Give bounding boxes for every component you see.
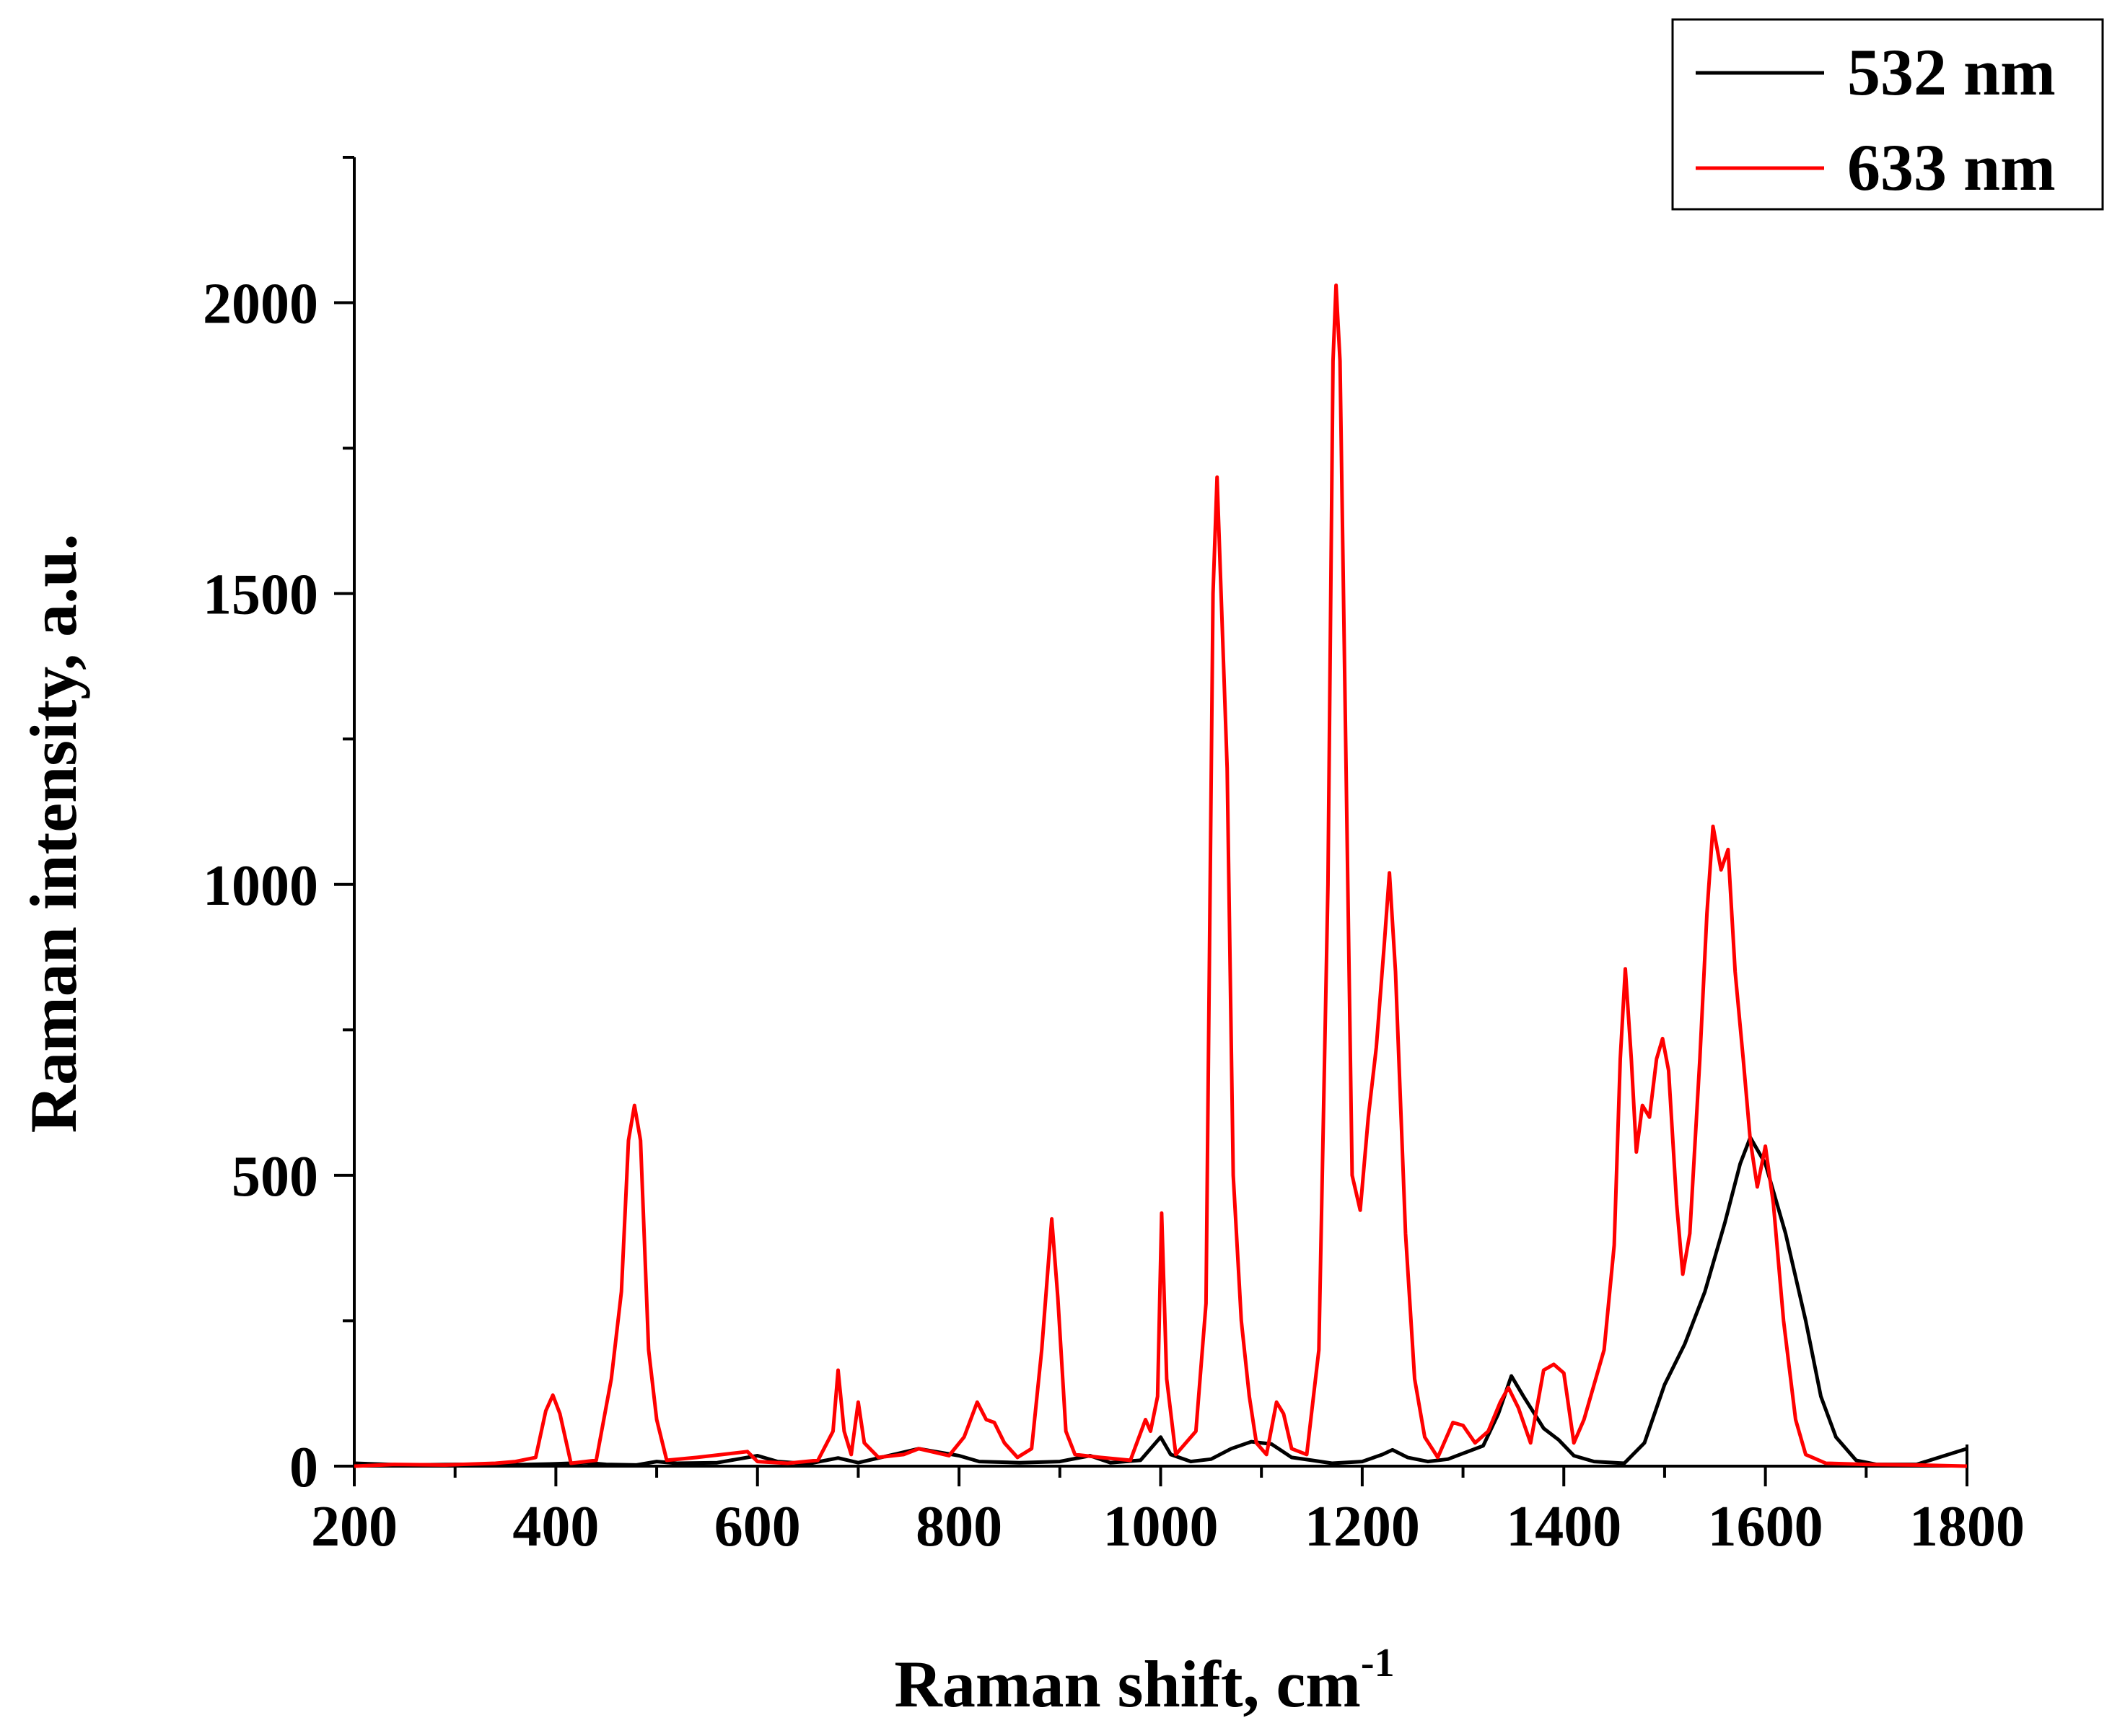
x-tick-label: 1600 — [1708, 1495, 1823, 1559]
y-axis-title: Raman intensity, a.u. — [17, 534, 90, 1134]
y-tick-label: 500 — [232, 1145, 318, 1209]
y-tick-label: 1500 — [203, 564, 318, 627]
x-tick-label: 1400 — [1506, 1495, 1621, 1559]
legend-box — [1671, 18, 2104, 211]
y-tick-label: 0 — [289, 1436, 318, 1499]
y-tick-label: 1000 — [203, 854, 318, 918]
x-tick-label: 800 — [916, 1495, 1002, 1559]
x-axis-title: Raman shift, cm-1 — [894, 1641, 1394, 1721]
y-tick-label: 2000 — [203, 273, 318, 336]
series-line-532nm — [354, 1136, 1968, 1467]
legend: 532 nm 633 nm — [1671, 18, 2104, 211]
series-line-633nm — [354, 283, 1968, 1468]
axes: 200 400 600 800 1000 1200 1400 1600 1800 0 500 1000… — [203, 156, 2025, 1559]
x-tick-label: 600 — [714, 1495, 801, 1559]
x-tick-label: 1000 — [1103, 1495, 1219, 1559]
x-tick-label: 200 — [311, 1495, 398, 1559]
legend-label-532nm: 532 nm — [1847, 35, 2056, 109]
x-tick-label: 1200 — [1305, 1495, 1420, 1559]
x-tick-label: 400 — [512, 1495, 599, 1559]
series-group — [354, 283, 1968, 1468]
legend-label-633nm: 633 nm — [1847, 131, 2056, 204]
x-tick-label: 1800 — [1909, 1495, 2025, 1559]
